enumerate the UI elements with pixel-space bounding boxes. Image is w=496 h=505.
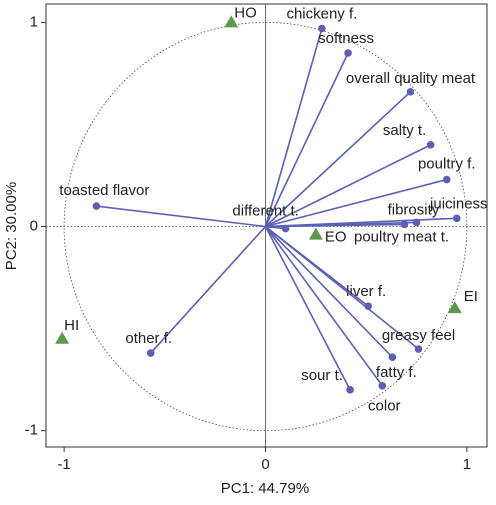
y-tick-label: -1 xyxy=(25,422,38,439)
x-tick-label: 1 xyxy=(463,456,471,473)
point-label: different t. xyxy=(232,203,298,220)
point-label: juiciness xyxy=(429,195,488,212)
variable-marker xyxy=(426,141,435,149)
point-label: chickeny f. xyxy=(286,5,357,22)
point-label: other f. xyxy=(125,330,172,347)
variable-marker xyxy=(346,386,354,394)
point-label: EO xyxy=(325,229,347,246)
x-axis-title: PC1: 44.79% xyxy=(221,480,309,497)
point-label: poultry meat t. xyxy=(354,228,449,245)
loading-vector xyxy=(264,225,393,358)
variable-marker xyxy=(378,381,387,390)
point-label: fibrosity xyxy=(388,201,440,218)
point-label: overall quality meat xyxy=(346,70,476,87)
loading-vector xyxy=(265,221,417,228)
point-label: salty t. xyxy=(383,122,426,139)
loading-vector xyxy=(264,28,323,227)
loading-vector xyxy=(265,144,431,228)
point-label: poultry f. xyxy=(418,156,476,173)
y-axis-title: PC2: 30.00% xyxy=(3,182,20,270)
loading-vector xyxy=(264,226,351,391)
loading-vector xyxy=(96,205,266,228)
point-label: HO xyxy=(234,4,256,21)
x-tick-label: -1 xyxy=(57,456,70,473)
variable-marker xyxy=(442,175,451,184)
point-label: fatty f. xyxy=(376,364,417,381)
variable-marker xyxy=(412,218,421,227)
loading-vector xyxy=(264,225,420,350)
plot-frame xyxy=(45,3,488,448)
variable-marker xyxy=(318,24,326,33)
variable-marker xyxy=(388,353,397,361)
loading-vector xyxy=(264,91,412,228)
point-label: sour t. xyxy=(301,367,343,384)
sample-marker xyxy=(55,331,70,344)
point-label: softness xyxy=(318,30,374,47)
sample-marker xyxy=(224,15,239,28)
y-tick-label: 0 xyxy=(30,217,38,234)
loading-vector xyxy=(264,226,383,387)
point-label: greasy feel xyxy=(382,327,455,344)
variable-marker xyxy=(281,224,290,233)
point-label: toasted flavor xyxy=(59,182,149,199)
loading-vector xyxy=(264,52,349,227)
sample-marker xyxy=(308,227,323,240)
variable-marker xyxy=(406,87,415,96)
point-label: color xyxy=(368,398,401,415)
x-tick-label: 0 xyxy=(261,456,269,473)
point-label: liver f. xyxy=(346,283,386,300)
loading-vector xyxy=(265,178,447,228)
variable-marker xyxy=(344,49,352,57)
variable-marker xyxy=(414,345,423,353)
sample-marker xyxy=(447,301,462,314)
variable-marker xyxy=(400,220,409,229)
variable-marker xyxy=(452,214,461,223)
point-label: EI xyxy=(464,288,478,305)
loading-vector xyxy=(150,225,267,354)
point-label: HI xyxy=(64,317,79,334)
variable-marker xyxy=(146,349,155,357)
variable-marker xyxy=(92,202,101,210)
y-tick-label: 1 xyxy=(30,13,38,30)
